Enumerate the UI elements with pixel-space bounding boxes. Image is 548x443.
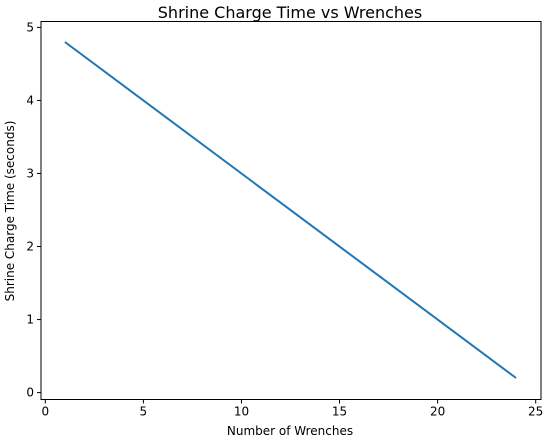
x-tick-label: 15 [332, 405, 347, 419]
x-tick-label: 20 [430, 405, 445, 419]
y-axis-label: Shrine Charge Time (seconds) [3, 121, 17, 302]
y-tick-label: 0 [26, 386, 34, 400]
x-tick-label: 25 [528, 405, 543, 419]
x-axis-label: Number of Wrenches [227, 424, 353, 438]
y-tick-label: 2 [26, 240, 34, 254]
chart-title: Shrine Charge Time vs Wrenches [158, 3, 422, 22]
y-tick-label: 3 [26, 166, 34, 180]
x-tick-label: 5 [140, 405, 148, 419]
y-tick-label: 4 [26, 93, 34, 107]
series-layer [64, 41, 517, 379]
series-line [64, 41, 517, 379]
y-tick-label: 1 [26, 313, 34, 327]
x-tick-label: 10 [234, 405, 249, 419]
plot-frame [40, 21, 542, 400]
x-tick-label: 0 [41, 405, 49, 419]
x-axis: 0 5 10 15 20 25 [41, 399, 543, 419]
y-axis: 0 1 2 3 4 5 [26, 20, 41, 400]
y-tick-label: 5 [26, 20, 34, 34]
